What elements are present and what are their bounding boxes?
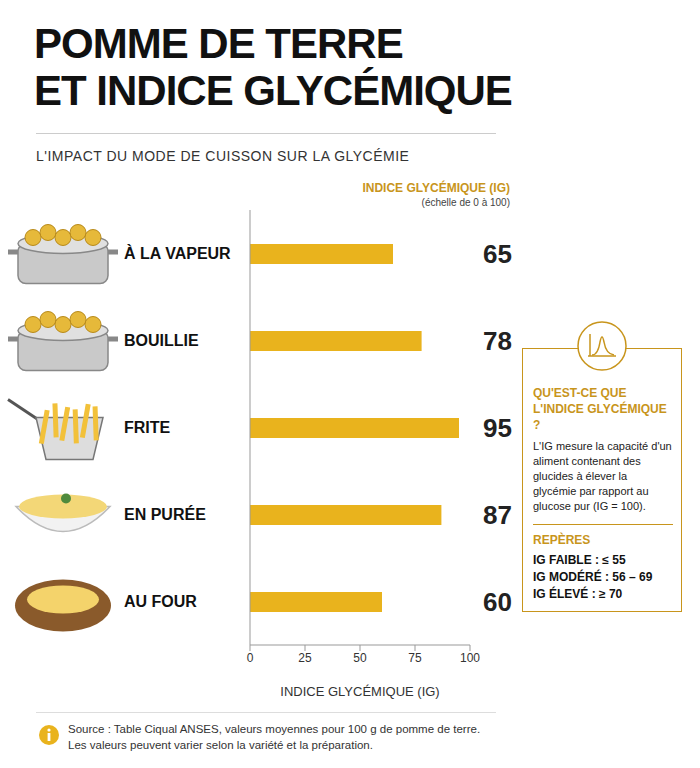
html-text:INDICE GLYCÉMIQUE (IG): INDICE GLYCÉMIQUE (IG) [362, 181, 510, 195]
svg-text:65: 65 [483, 239, 512, 269]
svg-text:25: 25 [298, 651, 312, 665]
html-text:POMME DE TERRE: POMME DE TERRE [34, 20, 403, 67]
svg-text:INDICE GLYCÉMIQUE (IG): INDICE GLYCÉMIQUE (IG) [280, 684, 439, 699]
svg-text:87: 87 [483, 500, 512, 530]
html-text:(échelle de 0 à 100): (échelle de 0 à 100) [421, 197, 510, 208]
html-text:IG MODÉRÉ : 56 – 69: IG MODÉRÉ : 56 – 69 [533, 570, 653, 584]
svg-text:0: 0 [247, 651, 254, 665]
svg-text:FRITE: FRITE [124, 419, 171, 436]
html-text:Les valeurs peuvent varier sel: Les valeurs peuvent varier selon la vari… [68, 739, 373, 751]
html-text:REPÈRES: REPÈRES [533, 533, 591, 547]
html-text:Source : Table Ciqual ANSES, v: Source : Table Ciqual ANSES, valeurs moy… [68, 723, 481, 735]
svg-text:60: 60 [483, 587, 512, 617]
svg-text:À LA VAPEUR: À LA VAPEUR [124, 244, 231, 262]
svg-text:EN PURÉE: EN PURÉE [124, 505, 206, 523]
html-text:IG ÉLEVÉ : ≥ 70: IG ÉLEVÉ : ≥ 70 [533, 587, 623, 601]
svg-text:75: 75 [408, 651, 422, 665]
svg-text:AU FOUR: AU FOUR [124, 593, 197, 610]
html-text:IG FAIBLE : ≤ 55: IG FAIBLE : ≤ 55 [533, 553, 626, 567]
svg-text:95: 95 [483, 413, 512, 443]
html-text:ET INDICE GLYCÉMIQUE: ET INDICE GLYCÉMIQUE [34, 67, 512, 114]
svg-text:50: 50 [353, 651, 367, 665]
html-text:QU'EST-CE QUE L'INDICE GLYCÉMI: QU'EST-CE QUE L'INDICE GLYCÉMIQUE ? [533, 386, 667, 432]
html-text:L'IMPACT DU MODE DE CUISSON SU: L'IMPACT DU MODE DE CUISSON SUR LA GLYCÉ… [36, 148, 410, 164]
svg-text:78: 78 [483, 326, 512, 356]
svg-text:100: 100 [460, 651, 480, 665]
html-text:L'IG mesure la capacité d'un a: L'IG mesure la capacité d'un aliment con… [533, 440, 672, 512]
svg-text:BOUILLIE: BOUILLIE [124, 332, 199, 349]
